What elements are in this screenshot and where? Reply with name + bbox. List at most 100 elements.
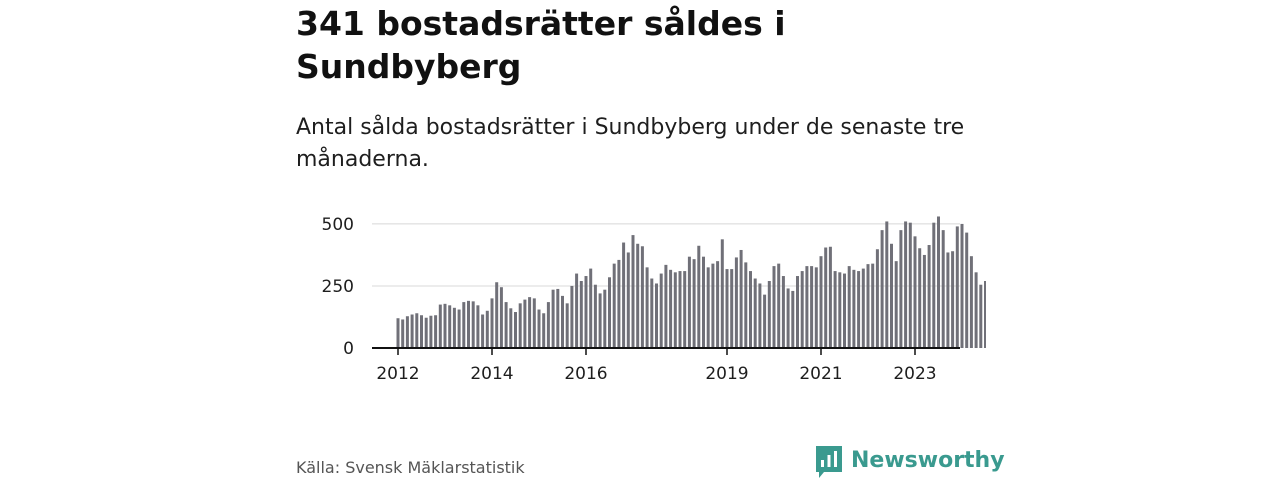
bar	[561, 295, 564, 348]
bar	[476, 305, 480, 348]
bar	[918, 248, 922, 348]
bar	[546, 302, 550, 348]
bar	[495, 282, 499, 348]
bar	[687, 256, 691, 348]
bar	[692, 259, 696, 348]
bar	[626, 252, 630, 348]
bar	[509, 308, 513, 348]
chart-title: 341 bostadsrätter såldes i Sundbyberg	[296, 4, 786, 86]
bar	[899, 230, 903, 348]
bar	[890, 243, 893, 348]
bar	[913, 236, 917, 348]
bar	[452, 307, 456, 348]
bar	[405, 316, 409, 348]
bar	[927, 245, 931, 348]
bar	[781, 276, 785, 348]
bar	[932, 222, 936, 348]
bar	[589, 268, 593, 348]
bar	[904, 221, 908, 348]
bar	[556, 288, 560, 348]
bar	[603, 289, 607, 348]
bar	[800, 271, 804, 348]
bar	[791, 290, 795, 348]
bar	[593, 284, 597, 348]
bar	[734, 257, 738, 348]
bar	[664, 264, 668, 348]
bar	[819, 256, 823, 348]
bar	[941, 230, 945, 348]
x-tick-label: 2021	[799, 364, 842, 384]
newsworthy-logo-icon	[816, 446, 842, 478]
bar	[438, 304, 442, 348]
bar	[551, 289, 555, 348]
bar-chart: 0250500201220142016201920212023341	[322, 215, 986, 384]
bar	[579, 281, 583, 348]
bar	[457, 309, 461, 348]
bar	[814, 267, 818, 348]
bar	[955, 226, 959, 348]
bar	[617, 259, 621, 348]
bar	[711, 263, 715, 348]
bar	[828, 246, 832, 348]
bar	[396, 318, 400, 348]
bar	[514, 312, 517, 348]
bar	[499, 287, 503, 348]
bar	[706, 267, 710, 348]
bar	[739, 249, 743, 348]
bar	[758, 283, 762, 348]
bar	[716, 261, 720, 348]
y-tick-label: 250	[322, 277, 354, 297]
bar	[946, 252, 950, 348]
bar	[415, 313, 419, 348]
bar	[937, 216, 940, 348]
bar	[612, 263, 616, 348]
bar	[880, 230, 884, 348]
bar	[796, 276, 799, 348]
bar	[767, 281, 771, 348]
bar	[697, 245, 701, 348]
bar	[749, 271, 752, 348]
bar	[838, 272, 842, 348]
brand-name: Newsworthy	[851, 448, 1005, 473]
bar	[843, 273, 846, 348]
bar	[401, 319, 405, 348]
bar	[824, 247, 828, 348]
bar	[885, 221, 889, 348]
bar	[636, 243, 640, 348]
bar	[659, 273, 663, 348]
bar	[673, 272, 677, 348]
bar	[852, 269, 856, 348]
bar	[645, 267, 649, 348]
bar	[565, 303, 569, 348]
bar	[537, 309, 541, 348]
bar	[960, 223, 964, 348]
bar	[763, 294, 767, 348]
bar	[725, 269, 729, 348]
bar	[669, 269, 673, 348]
brand[interactable]: Newsworthy	[814, 444, 1005, 480]
y-tick-label: 0	[343, 339, 354, 359]
bar	[608, 277, 611, 348]
bar	[490, 298, 494, 348]
bar	[631, 235, 635, 348]
bar	[542, 313, 546, 348]
bar	[655, 283, 658, 348]
bar	[984, 281, 986, 348]
bar	[420, 315, 423, 348]
source-note: Källa: Svensk Mäklarstatistik	[296, 458, 525, 477]
bar	[857, 271, 861, 348]
bar	[622, 242, 626, 348]
bar	[772, 266, 776, 348]
bar	[518, 303, 522, 348]
bar	[810, 266, 814, 348]
bar	[786, 288, 790, 348]
x-tick-label: 2023	[893, 364, 936, 384]
bar	[481, 314, 485, 348]
x-tick-label: 2014	[470, 364, 513, 384]
bar	[965, 232, 969, 348]
x-tick-label: 2012	[376, 364, 419, 384]
x-tick-label: 2019	[705, 364, 748, 384]
bar	[894, 261, 898, 348]
chart-card: 341 bostadsrätter såldes i Sundbyberg An…	[296, 0, 1005, 480]
bar	[570, 285, 574, 348]
